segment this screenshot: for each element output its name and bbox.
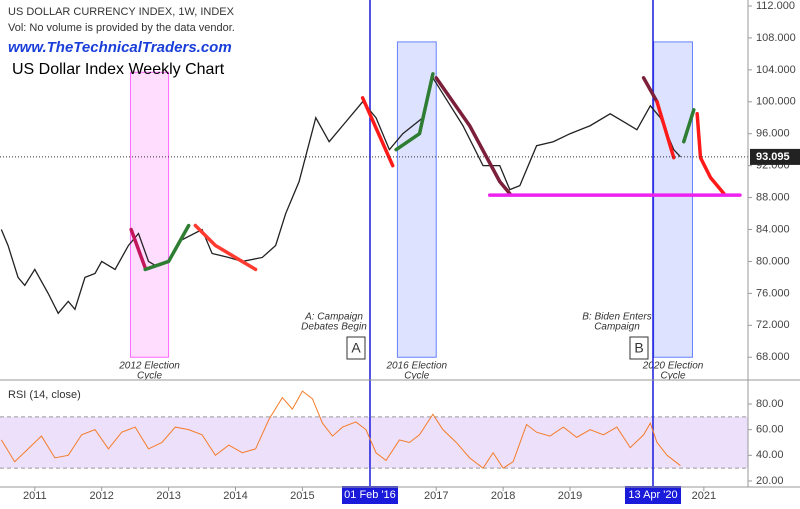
x-tick-label: 2011 <box>23 490 47 502</box>
y-tick-label: 72.000 <box>756 319 790 331</box>
event-note: Debates Begin <box>301 322 367 333</box>
event-marker-box <box>346 336 366 360</box>
trend-drawing <box>655 100 676 160</box>
event-marker-box <box>629 336 649 360</box>
trend-drawing <box>193 223 258 272</box>
x-tick-label: 2017 <box>424 490 448 502</box>
y-tick-label: 108.000 <box>756 32 796 44</box>
election-band <box>653 41 693 358</box>
event-marker: B <box>634 340 643 356</box>
y-tick-label: 104.000 <box>756 64 796 76</box>
event-marker: A <box>351 340 361 356</box>
y-tick-label: 88.000 <box>756 191 790 203</box>
x-tick-label: 2015 <box>290 490 314 502</box>
x-tick-label: 2014 <box>223 490 247 502</box>
price-line <box>0 76 681 315</box>
y-tick-label: 20.00 <box>756 475 784 487</box>
price-line <box>0 390 681 469</box>
date-label: 13 Apr '20 <box>628 489 677 501</box>
y-tick-label: 68.000 <box>756 351 790 363</box>
y-tick-label: 80.00 <box>756 398 784 410</box>
trend-drawing <box>129 227 147 270</box>
x-tick-label: 2021 <box>692 490 716 502</box>
trend-drawing <box>434 76 512 196</box>
band-label: Cycle <box>137 371 162 382</box>
election-band <box>129 71 170 358</box>
date-label-box <box>341 486 398 504</box>
band-label: 2016 Election <box>386 361 448 372</box>
heading: US Dollar Index Weekly Chart <box>12 61 225 78</box>
y-tick-label: 76.000 <box>756 287 790 299</box>
chart-title: US DOLLAR CURRENCY INDEX, 1W, INDEX <box>8 6 235 18</box>
y-tick-label: 112.000 <box>756 0 795 12</box>
rsi-band <box>0 416 748 469</box>
trend-drawing <box>143 223 191 272</box>
band-label: 2012 Election <box>118 361 180 372</box>
y-tick-label: 60.00 <box>756 424 784 436</box>
trend-drawing <box>682 108 696 144</box>
last-price-box <box>750 148 800 165</box>
y-tick-label: 84.000 <box>756 223 790 235</box>
x-tick-label: 2013 <box>156 490 180 502</box>
last-price-label: 93.095 <box>756 151 790 163</box>
rsi-title: RSI (14, close) <box>8 389 81 401</box>
y-tick-label: 100.000 <box>756 96 796 108</box>
band-label: 2020 Election <box>642 361 704 372</box>
x-tick-label: 2012 <box>89 490 113 502</box>
event-note: B: Biden Enters <box>582 312 651 323</box>
trend-drawing <box>360 96 395 168</box>
watermark: www.TheTechnicalTraders.com <box>8 39 232 56</box>
x-tick-label: 2018 <box>491 490 515 502</box>
band-label: Cycle <box>661 371 686 382</box>
y-tick-label: 40.00 <box>756 449 784 461</box>
trend-drawing <box>695 112 726 196</box>
event-note: A: Campaign <box>304 312 363 323</box>
chart-subtitle: Vol: No volume is provided by the data v… <box>8 22 235 34</box>
event-note: Campaign <box>594 322 640 333</box>
y-tick-label: 80.000 <box>756 255 790 267</box>
y-tick-label: 96.000 <box>756 128 790 140</box>
x-tick-label: 2019 <box>558 490 582 502</box>
date-label-box <box>624 486 681 504</box>
trend-drawing <box>394 72 435 152</box>
trend-drawing <box>641 76 659 104</box>
date-label: 01 Feb '16 <box>344 489 396 501</box>
band-label: Cycle <box>404 371 429 382</box>
